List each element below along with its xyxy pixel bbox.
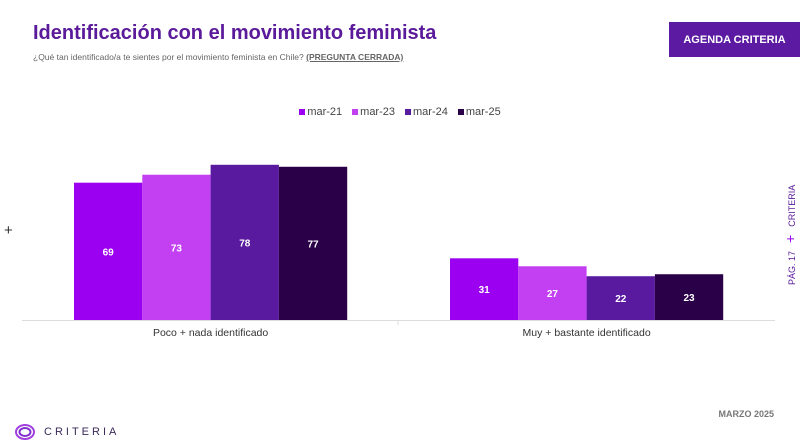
- question-tag: (PREGUNTA CERRADA): [306, 52, 404, 62]
- data-label: 27: [547, 289, 559, 300]
- data-label: 77: [307, 239, 319, 250]
- legend-item: mar-23: [352, 106, 395, 118]
- page-title: Identificación con el movimiento feminis…: [33, 22, 437, 44]
- criteria-logo: CRITERIA: [14, 423, 119, 441]
- bar: [654, 274, 724, 320]
- plus-icon: +: [4, 222, 13, 239]
- legend-item: mar-24: [405, 106, 448, 118]
- bar: [450, 258, 519, 320]
- date-label: MARZO 2025: [718, 409, 774, 419]
- logo-rings-icon: [15, 424, 35, 440]
- data-label: 31: [479, 285, 491, 296]
- bar: [278, 166, 348, 320]
- legend-label: mar-21: [307, 106, 343, 118]
- category-label: Poco + nada identificado: [153, 327, 268, 339]
- bar: [210, 164, 279, 320]
- legend-swatch: [299, 109, 306, 115]
- bar: [586, 276, 655, 320]
- agenda-badge: AGENDA CRITERIA: [669, 22, 800, 57]
- legend: mar-21 mar-23 mar-24 mar-25: [0, 106, 800, 118]
- legend-swatch: [405, 109, 411, 115]
- data-label: 23: [683, 293, 695, 304]
- data-label: 78: [239, 238, 251, 249]
- data-label: 69: [103, 247, 115, 258]
- subtitle: ¿Qué tan identificado/a te sientes por e…: [33, 52, 403, 62]
- bar: [74, 182, 143, 320]
- legend-swatch: [352, 109, 359, 115]
- category-label: Muy + bastante identificado: [523, 327, 651, 339]
- legend-item: mar-25: [457, 106, 501, 118]
- legend-item: mar-21: [299, 106, 342, 118]
- legend-label: mar-23: [360, 106, 395, 118]
- logo-text: CRITERIA: [44, 426, 120, 438]
- data-label: 22: [615, 294, 627, 305]
- question-text: ¿Qué tan identificado/a te sientes por e…: [33, 52, 304, 62]
- bar: [518, 266, 587, 320]
- legend-swatch: [457, 109, 464, 115]
- legend-label: mar-25: [465, 106, 501, 118]
- data-label: 73: [171, 243, 183, 254]
- legend-label: mar-24: [413, 106, 448, 118]
- bar: [142, 174, 211, 320]
